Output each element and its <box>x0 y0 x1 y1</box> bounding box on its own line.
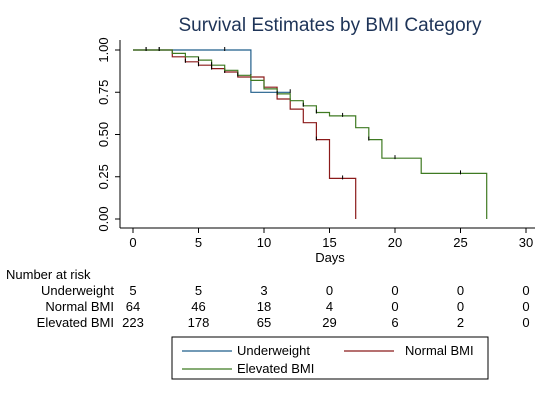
series-layer <box>133 47 488 219</box>
survival-curve <box>133 49 291 93</box>
risk-count: 0 <box>391 283 398 298</box>
risk-count: 0 <box>326 283 333 298</box>
axes: 0.00 0.25 0.50 0.75 1.00 0 5 10 15 20 25 30 <box>96 37 535 250</box>
x-tick-label: 10 <box>257 235 271 250</box>
y-tick-label: 1.00 <box>96 37 111 62</box>
x-tick-label: 15 <box>322 235 336 250</box>
risk-row-label: Normal BMI <box>45 299 114 314</box>
legend: Underweight Normal BMI Elevated BMI <box>171 336 489 380</box>
risk-table-header: Number at risk <box>6 267 91 282</box>
risk-count: 0 <box>522 283 529 298</box>
legend-item: Underweight <box>182 343 310 358</box>
risk-count: 65 <box>257 315 271 330</box>
risk-count: 0 <box>522 315 529 330</box>
risk-count: 178 <box>188 315 210 330</box>
legend-item: Normal BMI <box>344 343 474 358</box>
risk-count: 5 <box>129 283 136 298</box>
risk-row-label: Elevated BMI <box>37 315 114 330</box>
y-tick-label: 0.50 <box>96 122 111 147</box>
risk-count: 3 <box>260 283 267 298</box>
x-tick-label: 25 <box>453 235 467 250</box>
chart-title: Survival Estimates by BMI Category <box>178 15 482 36</box>
x-tick-label: 20 <box>388 235 402 250</box>
risk-count: 64 <box>126 299 140 314</box>
risk-count: 223 <box>122 315 144 330</box>
risk-count: 0 <box>391 299 398 314</box>
risk-count: 2 <box>457 315 464 330</box>
series-elevated-bmi <box>133 47 488 219</box>
legend-item: Elevated BMI <box>182 361 314 376</box>
y-tick-label: 0.00 <box>96 206 111 231</box>
risk-count: 6 <box>391 315 398 330</box>
risk-count: 0 <box>457 283 464 298</box>
risk-count: 46 <box>191 299 205 314</box>
series-underweight <box>133 47 291 94</box>
x-tick-label: 5 <box>195 235 202 250</box>
risk-count: 5 <box>195 283 202 298</box>
y-tick-label: 0.75 <box>96 80 111 105</box>
y-tick-label: 0.25 <box>96 164 111 189</box>
survival-curve <box>133 49 357 219</box>
legend-label: Elevated BMI <box>237 361 314 376</box>
x-axis-label: Days <box>315 250 345 265</box>
survival-curve <box>133 49 488 219</box>
legend-label: Normal BMI <box>405 343 474 358</box>
risk-count: 0 <box>522 299 529 314</box>
legend-box <box>171 336 489 380</box>
risk-row-label: Underweight <box>41 283 114 298</box>
legend-label: Underweight <box>237 343 310 358</box>
x-tick-label: 30 <box>519 235 533 250</box>
risk-count: 18 <box>257 299 271 314</box>
risk-count: 4 <box>326 299 333 314</box>
series-normal-bmi <box>133 47 357 219</box>
risk-count: 0 <box>457 299 464 314</box>
x-tick-label: 0 <box>129 235 136 250</box>
risk-count: 29 <box>322 315 336 330</box>
